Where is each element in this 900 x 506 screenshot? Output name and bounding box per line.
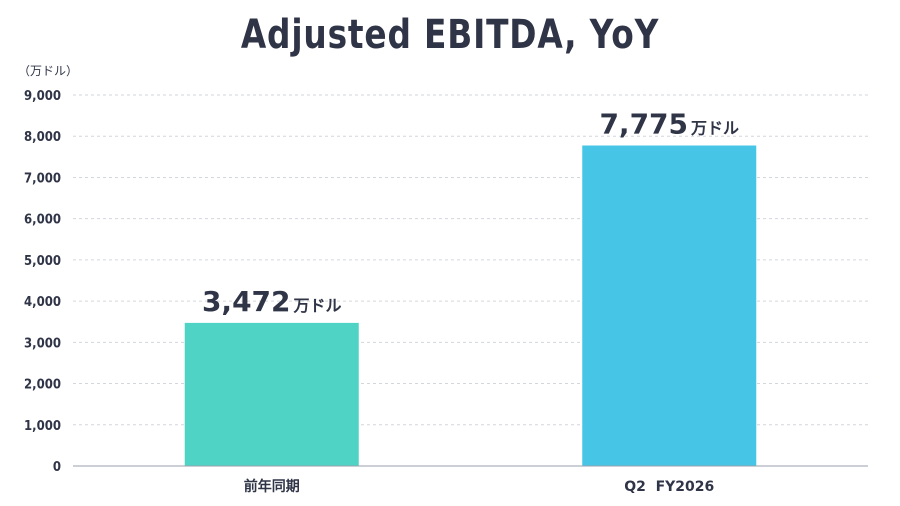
x-axis-ticks: 前年同期 Q2 FY2026 xyxy=(244,478,715,495)
data-label-value: 7,775 xyxy=(599,107,688,140)
y-axis-unit-label: （万ドル） xyxy=(18,64,79,78)
bar-1 xyxy=(184,322,359,466)
y-tick-label: 6,000 xyxy=(24,213,61,228)
y-tick-label: 3,000 xyxy=(24,336,61,351)
y-axis-ticks: 0 1,000 2,000 3,000 4,000 5,000 6,000 7,000 8,00… xyxy=(24,89,61,475)
y-tick-label: 0 xyxy=(53,460,61,475)
y-tick-label: 9,000 xyxy=(24,89,61,104)
y-tick-label: 1,000 xyxy=(24,419,61,434)
bars xyxy=(184,145,757,466)
bar-2 xyxy=(582,145,757,466)
data-label-2: 7,775 万ドル xyxy=(599,107,739,140)
y-tick-label: 8,000 xyxy=(24,130,61,145)
y-tick-label: 5,000 xyxy=(24,254,61,269)
data-label-unit: 万ドル xyxy=(690,118,739,137)
chart-title: Adjusted EBITDA, YoY xyxy=(240,12,660,58)
data-label-value: 3,472 xyxy=(202,285,291,318)
x-tick-label: 前年同期 xyxy=(244,478,300,495)
y-tick-label: 2,000 xyxy=(24,378,61,393)
y-tick-label: 7,000 xyxy=(24,171,61,186)
x-tick-label: Q2 FY2026 xyxy=(624,479,714,495)
data-label-unit: 万ドル xyxy=(293,296,342,315)
y-tick-label: 4,000 xyxy=(24,295,61,310)
data-label-1: 3,472 万ドル xyxy=(202,285,342,318)
